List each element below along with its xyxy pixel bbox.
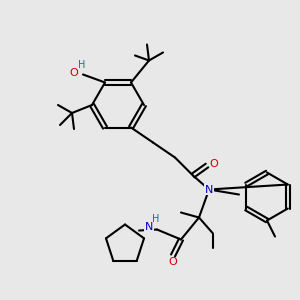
Text: N: N: [205, 184, 213, 194]
Text: H: H: [152, 214, 160, 224]
Text: O: O: [70, 68, 78, 79]
Text: H: H: [78, 61, 86, 70]
Text: O: O: [210, 158, 218, 169]
Text: O: O: [169, 256, 177, 266]
Text: N: N: [145, 221, 153, 232]
